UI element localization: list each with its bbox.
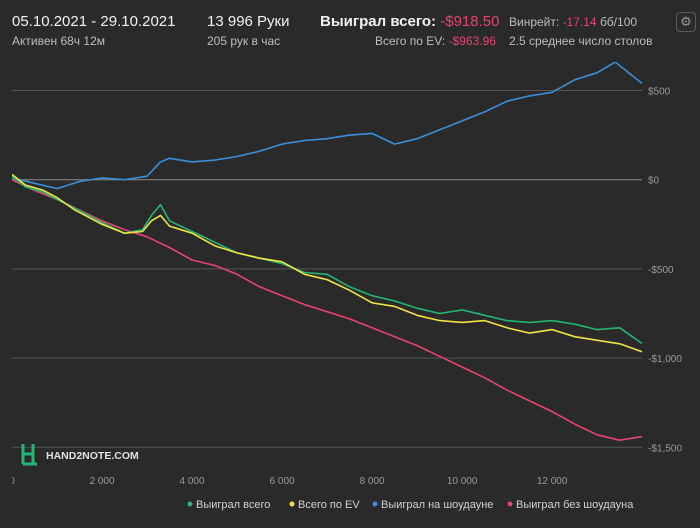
winrate-unit: бб/100 (599, 15, 638, 29)
legend-marker (289, 501, 295, 507)
avg-tables: 2.5 среднее число столов (509, 34, 653, 48)
series-line-1 (12, 173, 643, 353)
winrate-value: -17.14 (562, 15, 597, 29)
legend-marker (507, 501, 513, 507)
ev-total-value: -$963.96 (448, 34, 496, 48)
legend-marker (187, 501, 193, 507)
x-tick-label: 10 000 (447, 476, 478, 487)
ev-total-label: Всего по EV: (375, 34, 446, 48)
won-total-label: Выиграл всего: (320, 13, 437, 30)
ev-total-summary: Всего по EV: -$963.96 (375, 34, 496, 48)
series-line-3 (12, 178, 643, 442)
y-tick-label: $500 (648, 87, 671, 98)
hand2note-logo: HAND2NOTE.COM (21, 444, 139, 466)
series-line-2 (12, 62, 643, 190)
profit-chart: $500 $0 -$500 -$1,000 -$1,500 0 2 000 4 000 6 0… (12, 62, 682, 511)
y-axis: $500 $0 -$500 -$1,000 -$1,500 (648, 87, 682, 455)
x-tick-label: 8 000 (360, 476, 385, 487)
hands-per-hour: 205 рук в час (207, 34, 281, 48)
grid (12, 90, 642, 448)
series-layer (12, 62, 643, 442)
x-tick-label: 2 000 (90, 476, 115, 487)
x-tick-label: 6 000 (270, 476, 295, 487)
y-tick-label: -$500 (648, 265, 674, 276)
logo-mark (21, 444, 37, 466)
x-axis: 0 2 000 4 000 6 000 8 000 10 000 12 000 (12, 476, 568, 487)
winrate-summary: Винрейт: -17.14 бб/100 (509, 15, 637, 29)
legend-label[interactable]: Выиграл без шоудауна (516, 499, 634, 511)
legend-label[interactable]: Выиграл всего (196, 499, 270, 511)
active-time: Активен 68ч 12м (12, 34, 105, 48)
y-tick-label: -$1,000 (648, 354, 682, 365)
y-tick-label: $0 (648, 176, 660, 187)
won-total-value: -$918.50 (440, 13, 500, 30)
won-total-summary: Выиграл всего: -$918.50 (320, 13, 499, 30)
logo-text: HAND2NOTE.COM (46, 450, 139, 462)
x-tick-label: 0 (12, 476, 15, 487)
winrate-label: Винрейт: (509, 15, 560, 29)
gear-icon: ⚙ (680, 14, 692, 29)
legend-label[interactable]: Выиграл на шоудауне (381, 499, 493, 511)
x-tick-label: 4 000 (180, 476, 205, 487)
legend-label[interactable]: Всего по EV (298, 499, 360, 511)
date-range: 05.10.2021 - 29.10.2021 (12, 13, 176, 30)
legend-marker (372, 501, 378, 507)
series-line-0 (12, 175, 643, 345)
x-tick-label: 12 000 (537, 476, 568, 487)
y-tick-label: -$1,500 (648, 443, 682, 454)
hands-count: 13 996 Руки (207, 13, 290, 30)
settings-button[interactable]: ⚙ (676, 12, 696, 32)
legend: Выиграл всего Всего по EV Выиграл на шоуда… (187, 499, 634, 511)
